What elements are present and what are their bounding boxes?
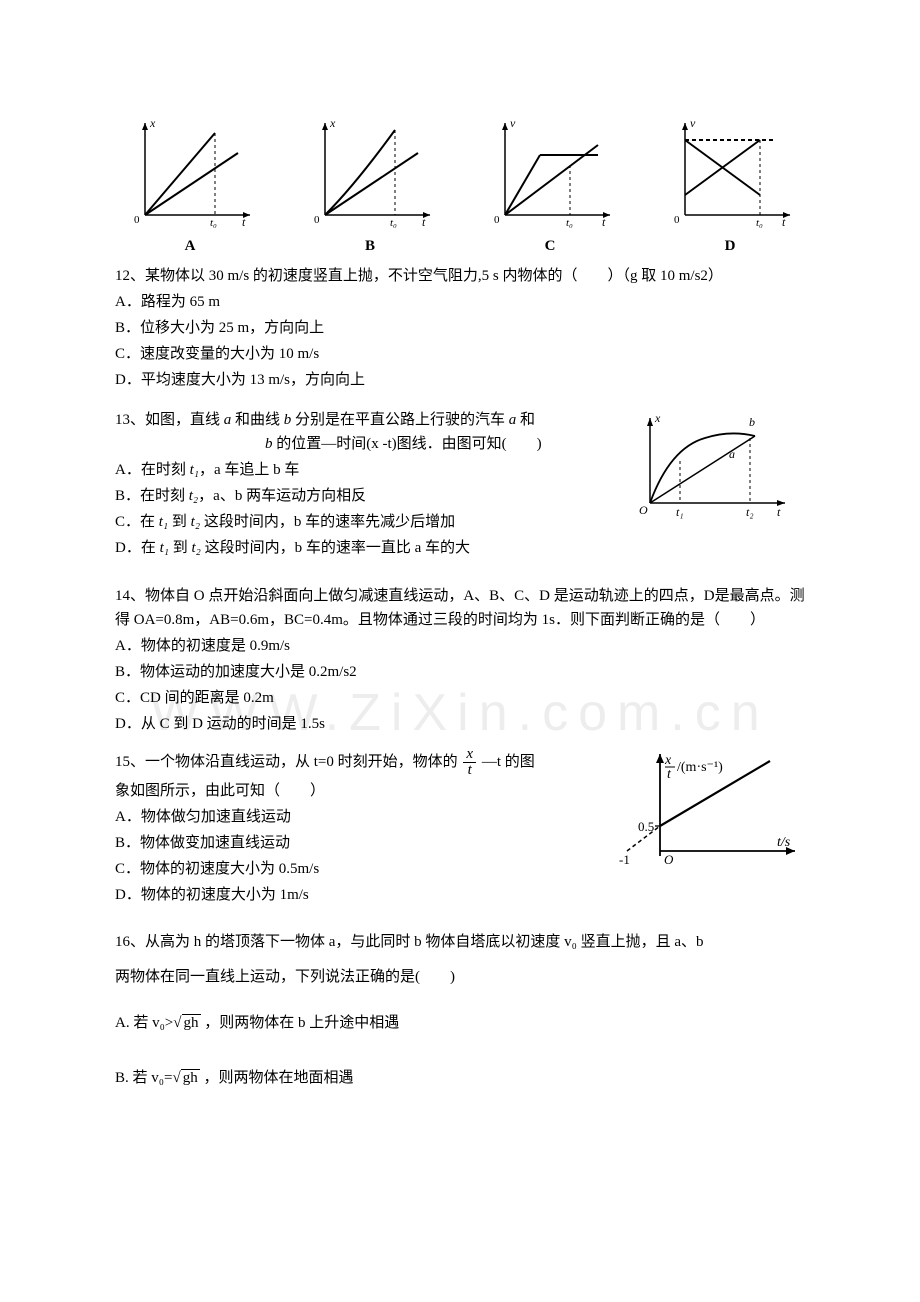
svg-text:t: t xyxy=(667,767,672,782)
svg-text:t: t xyxy=(242,215,246,229)
svg-text:0: 0 xyxy=(494,214,500,226)
q16-opt-a: A. 若 v₀>√gh ，则两物体在 b 上升途中相遇 xyxy=(115,1006,805,1041)
q13-text: 13、如图，直线 a 和曲线 b 分别是在平直公路上行驶的汽车 a 和 b 的位… xyxy=(115,408,605,560)
graph-b-svg: 0 t₀ t x xyxy=(300,115,440,230)
graph-d-svg: 0 t₀ t v xyxy=(660,115,800,230)
q14-opt-a: A．物体的初速度是 0.9m/s xyxy=(115,634,805,658)
sqrt-icon: √ xyxy=(173,1015,181,1031)
svg-text:x: x xyxy=(149,116,156,130)
q14-opt-c: C．CD 间的距离是 0.2m xyxy=(115,686,805,710)
svg-text:t: t xyxy=(782,215,786,229)
q15-opt-b: B．物体做变加速直线运动 xyxy=(115,831,585,855)
graph-c-svg: 0 t₀ t v xyxy=(480,115,620,230)
svg-text:v: v xyxy=(690,116,696,130)
svg-text:0: 0 xyxy=(314,214,320,226)
graph-d-label: D xyxy=(655,234,805,258)
q15-text: 15、一个物体沿直线运动，从 t=0 时刻开始，物体的 xt —t 的图 象如图… xyxy=(115,746,585,907)
q12-stem: 12、某物体以 30 m/s 的初速度竖直上抛，不计空气阻力,5 s 内物体的（… xyxy=(115,264,805,288)
q15-fraction: xt xyxy=(463,747,476,778)
q15-graph: x t /(m·s⁻¹) t/s O 0.5 -1 xyxy=(605,746,805,884)
graph-a-svg: 0 t₀ t x xyxy=(120,115,260,230)
svg-text:t₁: t₁ xyxy=(676,505,684,519)
graph-a-label: A xyxy=(115,234,265,258)
q15-stem-line2: 象如图所示，由此可知（ ） xyxy=(115,779,585,803)
graph-d: 0 t₀ t v D xyxy=(655,115,805,258)
svg-text:t/s: t/s xyxy=(777,835,791,850)
q15-stem-line1: 15、一个物体沿直线运动，从 t=0 时刻开始，物体的 xt —t 的图 xyxy=(115,746,585,779)
q13-opt-d: D．在 t₁ 到 t₂ 这段时间内，b 车的速率一直比 a 车的大 xyxy=(115,536,605,560)
svg-text:v: v xyxy=(510,116,516,130)
q13-opt-a: A．在时刻 t₁，a 车追上 b 车 xyxy=(115,458,605,482)
q13-graph-svg: O t₁ t₂ t x a b xyxy=(625,408,795,523)
q13-opt-b: B．在时刻 t₂，a、b 两车运动方向相反 xyxy=(115,484,605,508)
svg-text:t₀: t₀ xyxy=(390,217,397,229)
q12-opt-d: D．平均速度大小为 13 m/s，方向向上 xyxy=(115,368,805,392)
svg-text:0.5: 0.5 xyxy=(638,819,654,834)
q16: 16、从高为 h 的塔顶落下一物体 a，与此同时 b 物体自塔底以初速度 v₀ … xyxy=(115,925,805,1095)
svg-text:t₂: t₂ xyxy=(746,505,754,519)
sqrt-icon: √ xyxy=(172,1070,180,1086)
svg-text:t: t xyxy=(422,215,426,229)
q13-graph: O t₁ t₂ t x a b xyxy=(625,408,795,531)
svg-text:O: O xyxy=(664,852,674,867)
svg-text:a: a xyxy=(729,447,735,461)
q15-graph-svg: x t /(m·s⁻¹) t/s O 0.5 -1 xyxy=(605,746,805,876)
q15-opt-a: A．物体做匀加速直线运动 xyxy=(115,805,585,829)
svg-text:x: x xyxy=(654,411,661,425)
q14-stem: 14、物体自 O 点开始沿斜面向上做匀减速直线运动，A、B、C、D 是运动轨迹上… xyxy=(115,584,805,632)
svg-text:O: O xyxy=(639,503,648,517)
q14: 14、物体自 O 点开始沿斜面向上做匀减速直线运动，A、B、C、D 是运动轨迹上… xyxy=(115,584,805,736)
svg-text:t₀: t₀ xyxy=(210,217,217,229)
q14-opt-b: B．物体运动的加速度大小是 0.2m/s2 xyxy=(115,660,805,684)
page: WWW.ZiXin.com.cn 0 t₀ t x A xyxy=(0,0,920,1302)
q12: 12、某物体以 30 m/s 的初速度竖直上抛，不计空气阻力,5 s 内物体的（… xyxy=(115,264,805,392)
svg-text:b: b xyxy=(749,415,755,429)
svg-text:t: t xyxy=(777,505,781,519)
q12-opt-a: A．路程为 65 m xyxy=(115,290,805,314)
q12-opt-b: B．位移大小为 25 m，方向向上 xyxy=(115,316,805,340)
q15: x t /(m·s⁻¹) t/s O 0.5 -1 15、一个物体沿直线运动，从… xyxy=(115,746,805,907)
q13-stem: 13、如图，直线 a 和曲线 b 分别是在平直公路上行驶的汽车 a 和 b 的位… xyxy=(115,408,605,456)
graph-c-label: C xyxy=(475,234,625,258)
svg-text:x: x xyxy=(664,753,672,768)
q14-opt-d: D．从 C 到 D 运动的时间是 1.5s xyxy=(115,712,805,736)
q12-opt-c: C．速度改变量的大小为 10 m/s xyxy=(115,342,805,366)
svg-text:0: 0 xyxy=(674,214,680,226)
graph-b-label: B xyxy=(295,234,445,258)
graph-b: 0 t₀ t x B xyxy=(295,115,445,258)
q13-opt-c: C．在 t₁ 到 t₂ 这段时间内，b 车的速率先减少后增加 xyxy=(115,510,605,534)
q15-opt-d: D．物体的初速度大小为 1m/s xyxy=(115,883,585,907)
svg-text:-1: -1 xyxy=(619,852,630,867)
svg-text:t₀: t₀ xyxy=(566,217,573,229)
q16-opt-b: B. 若 v₀=√gh ，则两物体在地面相遇 xyxy=(115,1061,805,1096)
graphs-row: 0 t₀ t x A 0 t₀ t x B xyxy=(115,115,805,258)
svg-text:0: 0 xyxy=(134,214,140,226)
q16-stem1: 16、从高为 h 的塔顶落下一物体 a，与此同时 b 物体自塔底以初速度 v₀ … xyxy=(115,925,805,960)
svg-text:x: x xyxy=(329,116,336,130)
svg-text:t₀: t₀ xyxy=(756,217,763,229)
q16-stem2: 两物体在同一直线上运动，下列说法正确的是( ) xyxy=(115,960,805,995)
graph-a: 0 t₀ t x A xyxy=(115,115,265,258)
q15-opt-c: C．物体的初速度大小为 0.5m/s xyxy=(115,857,585,881)
svg-text:/(m·s⁻¹): /(m·s⁻¹) xyxy=(677,760,723,775)
q13: O t₁ t₂ t x a b 13、如图，直线 a 和曲线 b 分别是在平直公… xyxy=(115,408,805,560)
svg-text:t: t xyxy=(602,215,606,229)
graph-c: 0 t₀ t v C xyxy=(475,115,625,258)
